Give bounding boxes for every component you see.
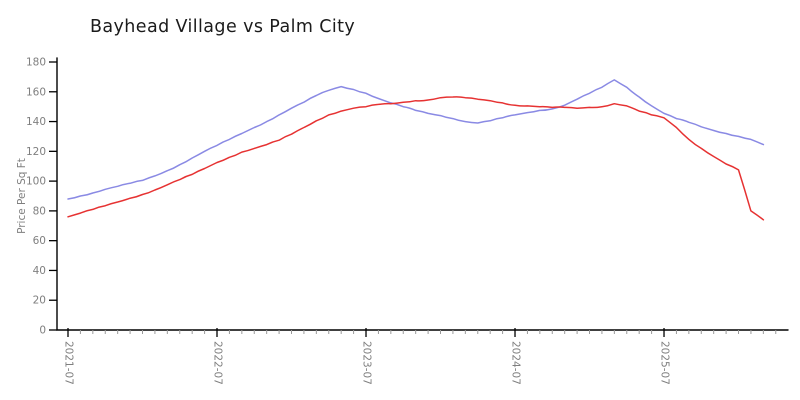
x-tick-label: 2023-07 (361, 341, 373, 385)
chart-title: Bayhead Village vs Palm City (90, 17, 355, 37)
series-line-bayhead-village (67, 79, 765, 200)
y-axis-label: Price Per Sq Ft (16, 158, 28, 234)
x-tick-label: 2024-07 (510, 341, 522, 385)
y-tick-label: 80 (33, 205, 46, 217)
y-tick-label: 100 (26, 176, 46, 188)
y-tick-label: 180 (26, 57, 46, 69)
series-line-palm-city (67, 96, 765, 221)
y-tick-label: 20 (33, 295, 46, 307)
y-tick-label: 40 (33, 265, 46, 277)
x-tick-label: 2022-07 (212, 341, 224, 385)
y-tick-label: 0 (39, 325, 46, 337)
axis-spines (56, 57, 789, 331)
y-tick-label: 160 (26, 86, 46, 98)
y-tick-label: 60 (33, 235, 46, 247)
axes-layer: 0 20 40 60 80 100 120 140 160 180 2021-07 2022-07 20… (26, 57, 789, 385)
x-tick-label: 2025-07 (659, 341, 671, 385)
y-tick-label: 140 (26, 116, 46, 128)
series-layer (67, 79, 765, 221)
y-tick-label: 120 (26, 146, 46, 158)
x-tick-label: 2021-07 (63, 341, 75, 385)
